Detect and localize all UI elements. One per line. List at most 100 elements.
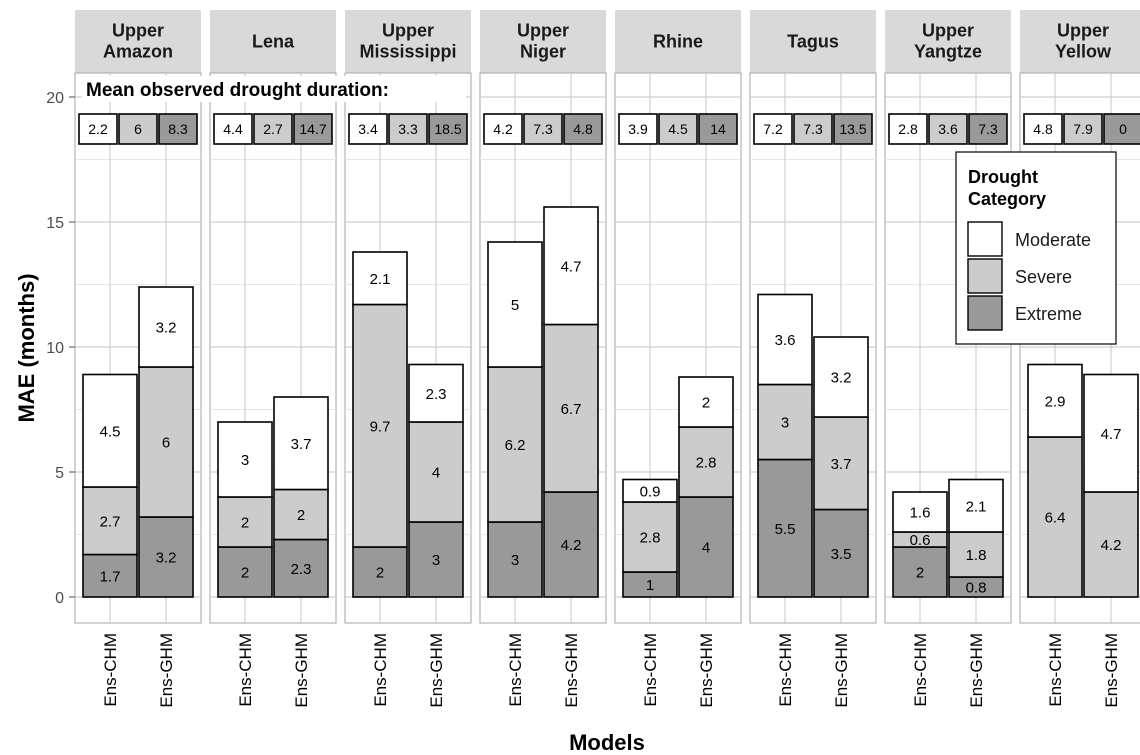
bar-segment-label: 1.6 xyxy=(910,505,931,522)
facet-strip xyxy=(885,10,1011,73)
bar-segment-label: 2.7 xyxy=(100,513,121,530)
bar-segment-label: 9.7 xyxy=(370,418,391,435)
bar-segment-extreme xyxy=(813,508,869,598)
bar-segment-label: 6.2 xyxy=(505,437,526,454)
bar-segment-label: 3 xyxy=(511,552,519,569)
x-tick-label: Ens-CHM xyxy=(776,633,795,707)
bar-segment-severe xyxy=(1027,436,1083,598)
observed-duration-label: 2.8 xyxy=(898,121,918,137)
x-tick-label: Ens-GHM xyxy=(832,633,851,708)
bar-segment-moderate xyxy=(352,251,408,306)
bar-segment-moderate xyxy=(82,373,138,488)
facet-title: Mississippi xyxy=(359,42,456,62)
observed-duration-label: 3.3 xyxy=(398,121,418,137)
observed-duration-label: 18.5 xyxy=(434,121,461,137)
x-tick-label: Ens-GHM xyxy=(1102,633,1121,708)
observed-duration-box xyxy=(968,113,1008,145)
observed-duration-label: 7.2 xyxy=(763,121,783,137)
bar-segment-severe xyxy=(352,303,408,548)
bar-segment-label: 1.8 xyxy=(966,547,987,564)
bar-segment-moderate xyxy=(543,206,599,326)
facet-title: Amazon xyxy=(103,42,173,62)
bar-segment-label: 3 xyxy=(781,415,789,432)
legend-label: Moderate xyxy=(1015,230,1091,250)
observed-duration-box xyxy=(253,113,293,145)
y-tick-label: 0 xyxy=(55,590,64,607)
bar-segment-extreme xyxy=(487,521,543,598)
observed-duration-label: 8.3 xyxy=(168,121,188,137)
observed-duration-box xyxy=(118,113,158,145)
bar-segment-label: 2.3 xyxy=(426,386,447,403)
bar-segment-label: 5.5 xyxy=(775,521,796,538)
bar-segment-label: 3.5 xyxy=(831,546,852,563)
bar-segment-label: 4.5 xyxy=(100,423,121,440)
observed-duration-box xyxy=(698,113,738,145)
x-tick-label: Ens-GHM xyxy=(697,633,716,708)
bar-segment-label: 2.3 xyxy=(291,561,312,578)
facet-title: Rhine xyxy=(653,32,703,52)
bar-segment-extreme xyxy=(217,546,273,598)
legend-label: Severe xyxy=(1015,267,1072,287)
y-tick-label: 15 xyxy=(46,215,64,232)
facet-title: Upper xyxy=(1057,21,1109,41)
facet-title: Upper xyxy=(112,21,164,41)
x-tick-label: Ens-GHM xyxy=(967,633,986,708)
bar-segment-moderate xyxy=(892,491,948,533)
facet-strip xyxy=(345,10,471,73)
bar-segment-label: 4.7 xyxy=(561,258,582,275)
bar-segment-moderate xyxy=(757,293,813,386)
observed-duration-label: 7.3 xyxy=(803,121,823,137)
bar-segment-extreme xyxy=(408,521,464,598)
observed-duration-box xyxy=(888,113,928,145)
facet-title: Yellow xyxy=(1055,42,1112,62)
bar-segment-extreme xyxy=(82,553,138,598)
observed-duration-box xyxy=(928,113,968,145)
bar-segment-extreme xyxy=(273,538,329,598)
observed-duration-box xyxy=(753,113,793,145)
x-tick-label: Ens-CHM xyxy=(371,633,390,707)
observed-duration-label: 14 xyxy=(710,121,726,137)
observed-duration-label: 7.3 xyxy=(978,121,998,137)
bar-segment-moderate xyxy=(813,336,869,418)
facet-panel: Rhine 3.9 4.5 14 1 2.8 0.9 4 2.8 2 Ens-CHM Ens-GHM xyxy=(614,10,742,708)
bar-segment-label: 2 xyxy=(376,565,384,582)
legend-swatch-moderate xyxy=(967,221,1003,257)
bar-segment-label: 3 xyxy=(432,552,440,569)
observed-duration-box xyxy=(483,113,523,145)
bar-segment-extreme xyxy=(138,516,194,598)
facet-title: Yangtze xyxy=(914,42,982,62)
x-tick-label: Ens-CHM xyxy=(1046,633,1065,707)
bar-segment-severe xyxy=(813,416,869,511)
facet-title: Lena xyxy=(252,32,295,52)
x-tick-label: Ens-GHM xyxy=(427,633,446,708)
bar-segment-label: 3.7 xyxy=(291,436,312,453)
observed-duration-box xyxy=(1023,113,1063,145)
bar-segment-label: 0.8 xyxy=(966,580,987,597)
bar-segment-moderate xyxy=(948,478,1004,533)
observed-duration-box xyxy=(293,113,333,145)
bar-segment-moderate xyxy=(1027,363,1083,438)
observed-duration-label: 4.2 xyxy=(493,121,513,137)
facet-panel: Tagus 7.2 7.3 13.5 5.5 3 3.6 3.5 3.7 3.2 Ens-CHM En… xyxy=(749,10,877,708)
bar-segment-moderate xyxy=(138,286,194,368)
observed-duration-label: 7.9 xyxy=(1073,121,1093,137)
facet-panel: Lena 4.4 2.7 14.7 2 2 3 2.3 2 3.7 Ens-CHM Ens-GHM xyxy=(209,10,337,708)
x-tick-label: Ens-GHM xyxy=(157,633,176,708)
bar-segment-moderate xyxy=(1083,373,1139,493)
bar-segment-label: 6.7 xyxy=(561,401,582,418)
bar-segment-extreme xyxy=(352,546,408,598)
observed-duration-label: 3.4 xyxy=(358,121,378,137)
observed-duration-label: 7.3 xyxy=(533,121,553,137)
observed-duration-box xyxy=(348,113,388,145)
bar-segment-label: 6.4 xyxy=(1045,510,1066,527)
x-tick-label: Ens-GHM xyxy=(562,633,581,708)
facet-title: Tagus xyxy=(787,32,839,52)
bar-segment-label: 2 xyxy=(702,395,710,412)
observed-duration-box xyxy=(833,113,873,145)
